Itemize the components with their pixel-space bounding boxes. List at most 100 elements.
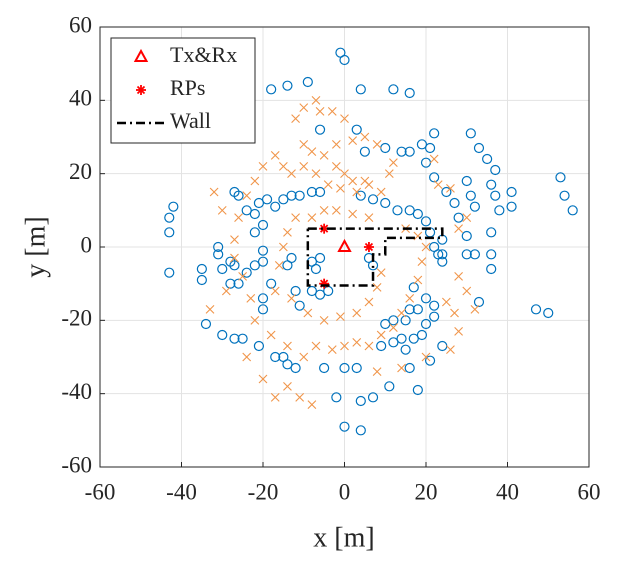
circle-marker xyxy=(420,293,432,304)
circle-marker xyxy=(225,278,236,289)
circle-marker xyxy=(380,197,391,209)
legend-box xyxy=(110,37,256,144)
circle-marker xyxy=(306,186,317,198)
cross-marker xyxy=(470,304,480,314)
circle-marker xyxy=(229,186,240,198)
marker-stroke xyxy=(331,205,341,215)
marker-stroke xyxy=(413,275,423,285)
cross-marker xyxy=(230,253,239,263)
marker-stroke xyxy=(376,330,386,340)
marker-stroke xyxy=(303,308,313,318)
cross-marker xyxy=(348,209,358,219)
cross-marker xyxy=(258,161,268,171)
circle-marker xyxy=(408,333,419,344)
cross-marker xyxy=(417,257,427,267)
marker-stroke xyxy=(360,132,370,142)
circle-marker xyxy=(257,293,269,304)
circle-marker xyxy=(367,392,379,403)
circle-marker xyxy=(404,205,415,216)
cross-marker xyxy=(376,330,386,340)
cross-marker xyxy=(283,227,292,237)
marker-stroke xyxy=(299,352,309,362)
marker-stroke xyxy=(283,341,292,351)
marker-stroke xyxy=(323,180,333,190)
circle-marker xyxy=(294,190,305,201)
circle-marker xyxy=(486,263,497,275)
circle-marker xyxy=(559,190,570,201)
marker-stroke xyxy=(454,271,463,281)
cross-marker xyxy=(283,341,292,351)
marker-stroke xyxy=(319,315,329,325)
circle-marker xyxy=(490,164,501,176)
marker-stroke xyxy=(397,308,406,318)
marker-stroke xyxy=(311,341,321,351)
circle-marker xyxy=(465,128,476,139)
circle-marker xyxy=(416,139,428,150)
marker-stroke xyxy=(364,213,374,223)
circle-marker xyxy=(257,304,269,315)
marker-stroke xyxy=(299,161,309,171)
cross-marker xyxy=(429,154,439,164)
cross-marker xyxy=(270,392,280,402)
cross-marker xyxy=(246,293,256,303)
circle-marker xyxy=(429,300,440,311)
marker-stroke xyxy=(311,95,321,105)
marker-stroke xyxy=(462,213,472,223)
marker-stroke xyxy=(307,400,317,410)
circle-marker xyxy=(465,190,476,201)
cross-marker xyxy=(364,297,374,307)
circle-marker xyxy=(429,128,440,139)
marker-stroke xyxy=(397,363,406,373)
circle-marker xyxy=(266,84,277,95)
marker-stroke xyxy=(136,85,146,95)
marker-stroke xyxy=(331,139,341,149)
cross-marker xyxy=(221,286,231,296)
circle-marker xyxy=(392,205,403,216)
marker-stroke xyxy=(352,308,362,318)
cross-marker xyxy=(319,150,329,160)
circle-marker xyxy=(237,333,248,344)
marker-stroke xyxy=(266,330,276,340)
plot-frame xyxy=(99,26,590,468)
circle-marker xyxy=(530,304,542,315)
circle-marker xyxy=(253,197,265,209)
circle-marker xyxy=(266,278,277,289)
marker-stroke xyxy=(340,114,349,124)
circle-marker xyxy=(229,333,240,344)
marker-stroke xyxy=(454,326,463,336)
x-tick-label: 20 xyxy=(415,479,438,504)
x-tick-label: -40 xyxy=(166,479,197,504)
triangle-marker xyxy=(133,48,149,62)
marker-stroke xyxy=(283,227,292,237)
marker-stroke xyxy=(327,345,337,355)
circle-marker xyxy=(294,300,305,311)
marker-stroke xyxy=(319,205,329,215)
marker-stroke xyxy=(364,341,374,351)
marker-stroke xyxy=(250,176,260,186)
cross-marker xyxy=(291,114,300,124)
circle-marker xyxy=(249,227,260,238)
marker-stroke xyxy=(258,374,268,384)
cross-marker xyxy=(291,213,300,223)
circle-marker xyxy=(355,395,366,407)
marker-stroke xyxy=(287,293,296,303)
circle-marker xyxy=(424,355,436,366)
cross-marker xyxy=(331,205,341,215)
marker-stroke xyxy=(462,286,472,296)
x-tick-label: -60 xyxy=(85,479,116,504)
marker-stroke xyxy=(331,161,341,171)
circle-marker xyxy=(469,249,480,260)
cross-marker xyxy=(299,161,309,171)
marker-stroke xyxy=(421,242,431,252)
circle-marker xyxy=(314,289,326,300)
x-axis-label: x [m] xyxy=(313,522,374,553)
circle-marker xyxy=(213,241,224,253)
circle-marker xyxy=(164,227,175,238)
cross-marker xyxy=(327,345,337,355)
marker-stroke xyxy=(274,260,284,270)
marker-stroke xyxy=(209,187,219,197)
marker-stroke xyxy=(454,224,463,234)
cross-marker xyxy=(250,176,260,186)
cross-marker xyxy=(299,103,309,113)
